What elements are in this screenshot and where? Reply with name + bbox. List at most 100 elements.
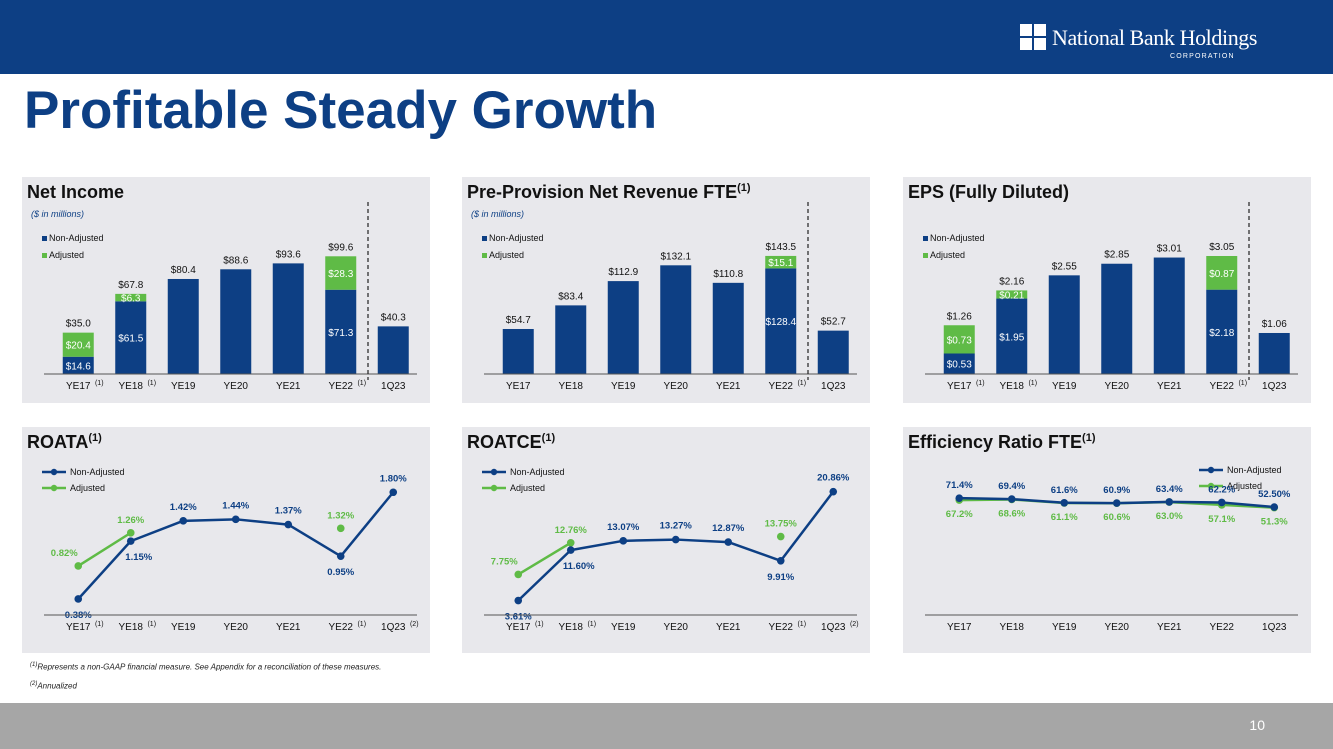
bar-adjusted-ye18: [996, 290, 1028, 299]
x-tick-ye20: YE20: [664, 381, 689, 392]
bar-non-adjusted-ye22: [765, 268, 797, 374]
point-non-adjusted-ye18: [566, 546, 575, 554]
eps-panel: EPS (Fully Diluted) Non-Adjusted Adjusted…: [903, 177, 1311, 403]
legend-swatch-non-adjusted: [42, 236, 47, 241]
legend-label-non-adjusted: Non-Adjusted: [930, 233, 985, 243]
x-tick-ye21: YE21: [716, 622, 741, 633]
x-tick-ye18: YE18: [559, 622, 584, 633]
x-tick-ye17: YE17: [66, 381, 91, 392]
point-adjusted-ye17: [514, 570, 523, 579]
point-non-adjusted-ye20: [231, 515, 240, 524]
net-income-chart: Non-Adjusted Adjusted $14.6 $20.4 $35.0 $61.5…: [42, 202, 417, 392]
bar-total-label: $1.06: [1262, 319, 1287, 330]
line-segment-non-adjusted: [130, 519, 184, 543]
efficiency-panel: Efficiency Ratio FTE(1) Non-Adjusted Adju…: [903, 427, 1311, 653]
bar-total-label: $52.7: [821, 317, 846, 328]
legend-label-non-adjusted: Non-Adjusted: [489, 233, 544, 243]
x-tick-1q23: 1Q23: [821, 622, 846, 633]
x-tick-ye22: YE22: [1210, 381, 1235, 392]
x-tick-note: (1): [147, 380, 156, 387]
x-tick-ye19: YE19: [611, 622, 636, 633]
line-segment-non-adjusted: [77, 540, 132, 600]
bar-adjusted-ye18: [115, 293, 147, 302]
bar-non-adjusted-ye22: [325, 289, 357, 374]
bar-total-label: $2.85: [1104, 250, 1129, 261]
bar-total-label: $83.4: [558, 291, 583, 302]
point-non-adjusted-ye18: [126, 537, 135, 545]
panel-subtitle: ($ in millions): [31, 209, 85, 219]
x-tick-note: (2): [850, 621, 859, 628]
panel-title: Net Income: [27, 182, 125, 202]
legend-marker-non-adjusted: [1207, 466, 1215, 474]
bar-non-adjusted-1q23: [817, 330, 849, 374]
x-tick-ye18: YE18: [119, 622, 144, 633]
footnote-2: (2)Annualized: [30, 680, 77, 691]
bar-non-adjusted-ye20: [660, 265, 692, 374]
point-non-adjusted-ye17: [74, 595, 83, 603]
line-segment-non-adjusted: [183, 518, 236, 523]
line-segment-non-adjusted: [1169, 500, 1222, 504]
data-label-non-adjusted: 71.4%: [946, 480, 973, 491]
x-tick-ye18: YE18: [559, 381, 584, 392]
legend-label-non-adjusted: Non-Adjusted: [70, 467, 125, 477]
bottom-bar: 10: [0, 703, 1333, 749]
line-segment-non-adjusted: [1011, 497, 1065, 505]
x-tick-note: (1): [95, 621, 104, 628]
bar-non-adjusted-ye17: [502, 328, 534, 374]
x-tick-ye20: YE20: [664, 622, 689, 633]
legend-label-adjusted: Adjusted: [930, 250, 965, 260]
brand-sub: CORPORATION: [1170, 53, 1235, 60]
x-tick-ye17: YE17: [506, 622, 531, 633]
line-segment-non-adjusted: [959, 496, 1012, 501]
point-non-adjusted-ye20: [671, 535, 680, 544]
legend-label-non-adjusted: Non-Adjusted: [1227, 465, 1282, 475]
x-tick-ye19: YE19: [611, 381, 636, 392]
data-label-adjusted: 7.75%: [491, 556, 518, 567]
x-tick-1q23: 1Q23: [1262, 622, 1287, 633]
point-non-adjusted-1q23: [389, 488, 398, 497]
point-non-adjusted-ye19: [1060, 498, 1069, 507]
data-label-non-adjusted: 13.07%: [607, 522, 640, 533]
bar-non-adjusted-ye19: [1048, 275, 1080, 374]
footnotes: (1)Represents a non-GAAP financial measu…: [30, 657, 381, 694]
point-non-adjusted-ye19: [619, 537, 628, 545]
point-non-adjusted-ye20: [1112, 499, 1121, 507]
data-label-non-adjusted: 0.95%: [327, 567, 354, 578]
x-tick-note: (2): [410, 621, 419, 628]
data-label-non-adjusted: 63.4%: [1156, 484, 1183, 495]
line-segment-adjusted: [517, 541, 572, 576]
data-label-non-adjusted: 3.61%: [505, 612, 532, 623]
bar-total-label: $2.16: [999, 276, 1024, 287]
bar-total-label: $110.8: [713, 269, 743, 280]
x-tick-ye21: YE21: [276, 622, 301, 633]
bar-total-label: $40.3: [381, 312, 406, 323]
legend-swatch-non-adjusted: [482, 236, 487, 241]
point-non-adjusted-ye21: [1165, 498, 1174, 506]
bar-inner-label: $128.4: [765, 317, 796, 328]
x-tick-note: (1): [1028, 380, 1037, 387]
x-tick-ye22: YE22: [769, 622, 794, 633]
point-adjusted-ye22: [336, 524, 345, 533]
x-tick-note: (1): [1238, 380, 1247, 387]
panel-title: Pre-Provision Net Revenue FTE(1): [467, 182, 751, 202]
bar-adjusted-ye22: [765, 255, 797, 269]
x-tick-ye21: YE21: [1157, 381, 1182, 392]
x-tick-ye19: YE19: [171, 622, 196, 633]
line-segment-adjusted: [77, 531, 132, 567]
bar-non-adjusted-ye21: [272, 263, 304, 374]
data-label-adjusted: 12.76%: [555, 525, 588, 536]
point-non-adjusted-ye17: [955, 494, 964, 502]
point-non-adjusted-ye22: [336, 552, 345, 560]
data-label-non-adjusted: 9.91%: [767, 572, 794, 583]
x-tick-note: (1): [357, 380, 366, 387]
net-income-panel: Net Income ($ in millions) Non-Adjusted A…: [22, 177, 430, 403]
panel-title: ROATA(1): [27, 432, 102, 452]
line-segment-non-adjusted: [727, 540, 782, 562]
x-tick-note: (1): [95, 380, 104, 387]
x-tick-ye18: YE18: [1000, 622, 1025, 633]
data-label-adjusted: 68.6%: [998, 508, 1025, 519]
efficiency-chart: Non-Adjusted Adjusted 71.4% 69.4% 61.6% 60.9%…: [925, 465, 1298, 633]
roatce-panel: ROATCE(1) Non-Adjusted Adjusted 3.61% 11.60…: [462, 427, 870, 653]
x-tick-1q23: 1Q23: [1262, 381, 1287, 392]
data-label-non-adjusted: 1.80%: [380, 473, 407, 484]
